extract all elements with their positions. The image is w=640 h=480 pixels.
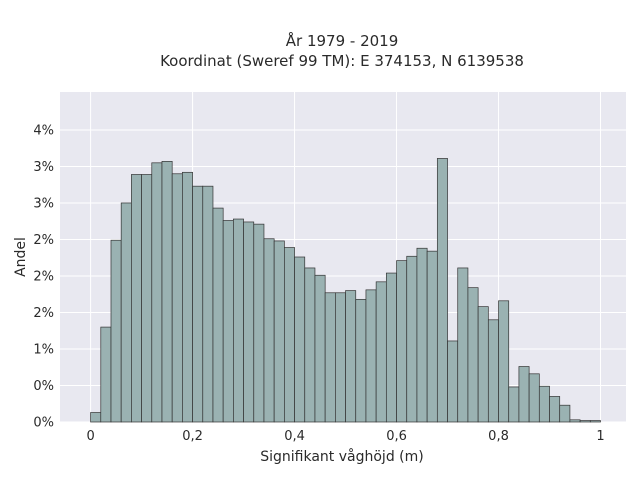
y-tick-label-4: 2% [33, 269, 54, 284]
x-tick-label-3: 0,6 [386, 429, 407, 444]
bar-42 [518, 366, 530, 423]
bar-2 [110, 239, 122, 423]
bar-17 [263, 238, 275, 423]
bar-22 [314, 274, 326, 423]
bar-29 [385, 272, 397, 423]
y-tick-label-2: 1% [33, 342, 54, 357]
bar-33 [426, 250, 438, 423]
bar-44 [538, 385, 550, 423]
bar-46 [559, 404, 571, 423]
bars [90, 158, 601, 423]
bar-19 [284, 247, 295, 423]
x-tick-label-1: 0,2 [182, 429, 203, 444]
bar-39 [487, 319, 499, 423]
bar-38 [477, 306, 489, 423]
bar-15 [243, 221, 255, 423]
bar-1 [100, 326, 112, 423]
bar-4 [131, 174, 142, 423]
bar-24 [335, 292, 346, 423]
y-axis-ticks: 0% 0% 1% 2% 2% 2% 3% 3% 4% [33, 123, 54, 430]
bar-6 [151, 162, 163, 423]
y-tick-label-1: 0% [33, 379, 54, 394]
bar-27 [365, 289, 377, 423]
y-tick-label-0: 0% [33, 416, 54, 431]
bar-3 [120, 202, 132, 423]
bar-30 [396, 260, 408, 423]
bar-8 [171, 173, 183, 423]
x-tick-label-2: 0,4 [284, 429, 305, 444]
bar-16 [253, 223, 265, 423]
bar-34 [436, 158, 448, 423]
x-axis-label: Signifikant våghöjd (m) [260, 448, 423, 465]
bar-11 [202, 185, 214, 423]
y-tick-label-7: 3% [33, 160, 54, 175]
bar-35 [447, 340, 459, 423]
bar-14 [233, 218, 244, 423]
bar-13 [222, 220, 234, 423]
y-tick-label-6: 3% [33, 196, 54, 211]
bar-25 [345, 290, 357, 423]
bar-23 [324, 292, 336, 423]
x-axis-ticks: 0 0,2 0,4 0,6 0,8 1 [86, 429, 604, 444]
x-tick-label-0: 0 [86, 429, 94, 444]
x-tick-label-5: 1 [596, 429, 604, 444]
bar-31 [406, 255, 418, 423]
bar-10 [192, 185, 204, 423]
bar-40 [498, 300, 510, 423]
bar-9 [182, 171, 193, 423]
x-tick-label-4: 0,8 [488, 429, 509, 444]
chart-title: År 1979 - 2019 [286, 31, 399, 50]
bar-0 [90, 412, 102, 423]
bar-43 [528, 373, 540, 423]
y-axis-label: Andel [13, 237, 29, 277]
bar-20 [294, 256, 306, 423]
bar-49 [589, 420, 601, 423]
bar-48 [579, 420, 591, 423]
bar-41 [508, 386, 520, 423]
bar-26 [355, 298, 367, 423]
bar-32 [416, 247, 428, 423]
bar-5 [141, 174, 153, 423]
bar-28 [375, 281, 387, 423]
bar-47 [569, 419, 581, 423]
y-tick-label-8: 4% [33, 123, 54, 138]
bar-45 [549, 396, 561, 423]
y-tick-label-3: 2% [33, 306, 54, 321]
y-tick-label-5: 2% [33, 233, 54, 248]
chart-subtitle: Koordinat (Sweref 99 TM): E 374153, N 61… [160, 52, 524, 70]
bar-12 [212, 207, 224, 423]
bar-18 [273, 240, 285, 423]
bar-7 [161, 161, 173, 423]
bar-21 [304, 267, 316, 423]
bar-37 [467, 287, 479, 423]
bar-36 [457, 267, 469, 423]
